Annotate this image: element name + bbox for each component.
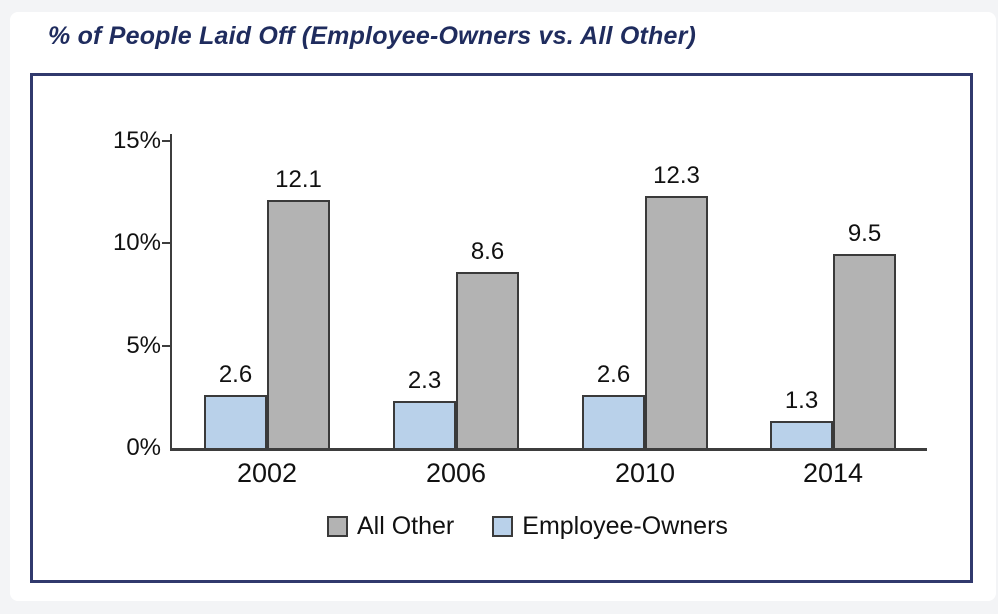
bar <box>645 196 708 448</box>
bar-cell: 1.3 <box>770 387 833 448</box>
y-tick-label: 0% <box>126 434 161 461</box>
chart-title: % of People Laid Off (Employee-Owners vs… <box>48 22 697 50</box>
bar-cell: 2.3 <box>393 367 456 448</box>
legend-swatch-icon <box>327 516 348 537</box>
legend-label: Employee-Owners <box>522 512 728 540</box>
bar <box>582 395 645 448</box>
y-axis-cap <box>170 134 172 141</box>
bar-cell: 12.1 <box>267 166 330 448</box>
bar <box>393 401 456 448</box>
plot-area: 2.6 12.1 2002 2.3 8.6 2006 2.6 12.3 2010 1.3 9.5 20… <box>162 140 927 488</box>
y-tick-mark <box>162 344 170 347</box>
bar-group: 2.6 12.3 <box>582 162 708 448</box>
legend-label: All Other <box>357 512 455 540</box>
y-tick-label: 5% <box>126 331 161 359</box>
bar-value-label: 2.6 <box>596 361 631 388</box>
y-tick-label: 10% <box>112 229 161 257</box>
x-category-label: 2010 <box>614 458 676 488</box>
bar-value-label: 2.6 <box>218 361 253 388</box>
bar-group: 2.6 12.1 <box>204 166 330 448</box>
bar-cell: 2.6 <box>582 361 645 448</box>
bar <box>267 200 330 448</box>
bar <box>833 254 896 448</box>
y-tick-label: 15% <box>112 127 161 154</box>
y-axis-labels: 15% 10% 5% 0% <box>61 127 161 461</box>
chart-card: % of People Laid Off (Employee-Owners vs… <box>10 12 996 601</box>
bar-cell: 9.5 <box>833 220 896 448</box>
y-tick-mark <box>162 140 170 142</box>
bar <box>456 272 519 448</box>
legend-swatch-icon <box>492 516 514 537</box>
legend-item: All Other <box>327 512 454 541</box>
x-category-label: 2014 <box>802 458 864 488</box>
bar-value-label: 12.3 <box>653 162 700 189</box>
x-category-label: 2002 <box>236 458 298 488</box>
bar-cell: 12.3 <box>645 162 708 448</box>
chart-frame: 15% 10% 5% 0% 2.6 12.1 2002 2.3 8.6 2006 2.6 12.3 2… <box>30 73 973 583</box>
legend-item: Employee-Owners <box>492 512 728 541</box>
bar-value-label: 1.3 <box>784 387 819 414</box>
bar <box>204 395 267 448</box>
bar-cell: 2.6 <box>204 361 267 448</box>
x-category-label: 2006 <box>425 458 487 488</box>
chart-legend: All Other Employee-Owners <box>327 512 728 541</box>
bar-value-label: 2.3 <box>407 367 442 394</box>
bar-group: 1.3 9.5 <box>770 220 896 448</box>
y-tick-mark <box>162 242 170 245</box>
bar <box>770 421 833 448</box>
bar-group: 2.3 8.6 <box>393 238 519 448</box>
bar-cell: 8.6 <box>456 238 519 448</box>
bar-value-label: 9.5 <box>847 220 882 247</box>
bar-value-label: 12.1 <box>275 166 322 193</box>
bar-value-label: 8.6 <box>470 238 505 265</box>
